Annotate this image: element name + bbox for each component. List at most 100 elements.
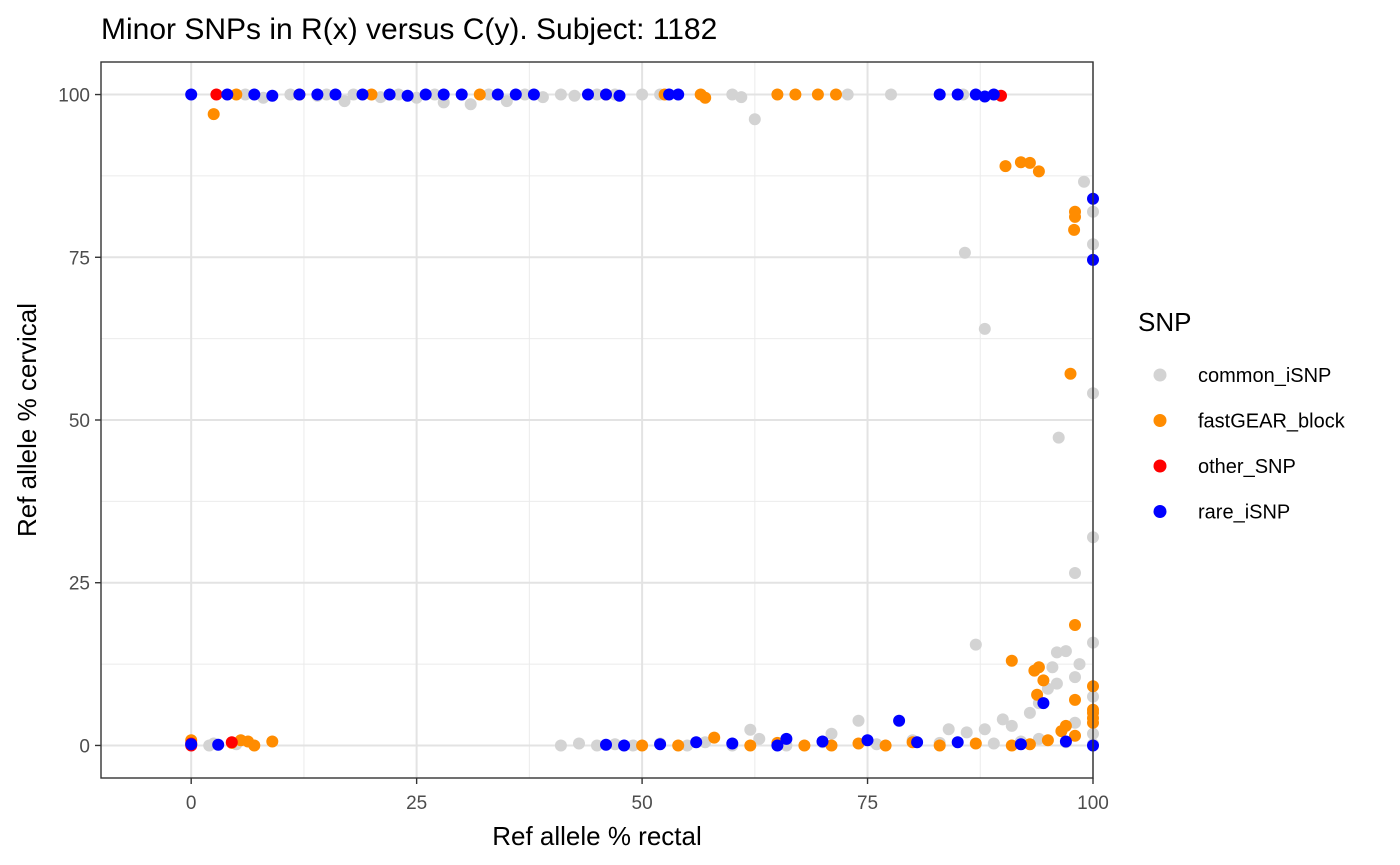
data-point xyxy=(672,739,685,752)
data-point xyxy=(518,88,531,101)
data-point xyxy=(699,736,712,749)
data-point xyxy=(239,88,252,101)
data-point xyxy=(893,714,906,727)
data-point xyxy=(410,91,423,104)
data-point xyxy=(207,108,220,121)
x-axis-title: Ref allele % rectal xyxy=(492,821,702,851)
data-point xyxy=(320,88,333,101)
data-point xyxy=(825,727,838,740)
data-point xyxy=(591,88,603,101)
data-point xyxy=(1069,210,1081,223)
data-point xyxy=(437,88,450,101)
data-point xyxy=(338,95,351,108)
data-point xyxy=(1050,646,1063,659)
data-point xyxy=(1069,729,1081,742)
data-point xyxy=(1069,619,1081,631)
data-point xyxy=(401,89,414,102)
data-point xyxy=(464,98,477,111)
data-point xyxy=(987,737,1000,750)
data-point xyxy=(978,90,991,103)
data-point xyxy=(690,736,703,749)
data-point xyxy=(1046,661,1059,674)
x-tick-label: 75 xyxy=(857,793,878,814)
data-point xyxy=(482,88,495,101)
data-point xyxy=(987,88,1000,101)
data-point xyxy=(852,714,865,727)
y-tick-label: 25 xyxy=(69,574,90,595)
data-point xyxy=(969,88,982,101)
legend-label: common_iSNP xyxy=(1198,365,1331,387)
data-point xyxy=(726,737,739,750)
data-point xyxy=(960,726,973,739)
data-point xyxy=(365,88,378,101)
data-point xyxy=(248,88,261,101)
data-point xyxy=(554,739,567,752)
data-point xyxy=(1059,735,1072,748)
legend: SNP common_iSNP fastGEAR_block other_SNPra… xyxy=(1138,307,1346,524)
data-point xyxy=(419,88,432,101)
data-point xyxy=(582,88,594,101)
data-point xyxy=(753,732,766,745)
data-point xyxy=(293,88,306,101)
data-point xyxy=(1031,688,1044,701)
data-point xyxy=(816,735,829,748)
data-point xyxy=(726,88,739,101)
data-point xyxy=(257,91,270,104)
legend-key xyxy=(1153,368,1167,382)
data-point xyxy=(870,738,883,751)
data-point xyxy=(1041,734,1054,747)
data-point xyxy=(830,88,842,101)
data-point xyxy=(266,89,279,102)
data-point xyxy=(636,739,649,752)
data-point xyxy=(1069,671,1081,684)
data-point xyxy=(1068,223,1081,236)
data-point xyxy=(951,736,964,749)
data-point xyxy=(771,739,784,752)
data-point xyxy=(933,739,946,752)
data-point xyxy=(654,738,667,751)
data-point xyxy=(825,739,838,752)
data-point xyxy=(392,88,405,101)
data-point xyxy=(969,638,982,651)
data-point xyxy=(969,737,982,750)
data-point xyxy=(672,88,685,101)
data-point xyxy=(1028,664,1041,677)
legend-key xyxy=(1153,414,1167,427)
points-layer xyxy=(185,88,1099,752)
data-point xyxy=(374,91,387,104)
data-point xyxy=(771,88,784,101)
data-point xyxy=(841,88,854,101)
data-point xyxy=(1005,719,1018,732)
series-rare_iSNP xyxy=(185,88,1099,752)
y-tick-label: 100 xyxy=(58,86,90,107)
legend-key xyxy=(1153,505,1167,518)
data-point xyxy=(527,88,540,101)
data-point xyxy=(999,160,1012,173)
data-point xyxy=(1059,645,1072,658)
legend-label: fastGEAR_block xyxy=(1198,411,1346,433)
data-point xyxy=(978,322,991,335)
data-point xyxy=(1055,725,1068,738)
y-tick-label: 75 xyxy=(69,248,90,269)
data-point xyxy=(500,95,513,108)
data-point xyxy=(744,739,757,752)
x-tick-label: 25 xyxy=(406,793,427,814)
legend-label: other_SNP xyxy=(1198,456,1296,478)
data-point xyxy=(185,88,198,101)
data-point xyxy=(185,738,198,751)
data-point xyxy=(568,89,581,102)
data-point xyxy=(1032,732,1045,745)
y-tick-label: 50 xyxy=(69,411,90,432)
data-point xyxy=(748,113,761,126)
y-axis-title: Ref allele % cervical xyxy=(12,303,42,537)
data-point xyxy=(600,88,612,101)
data-point xyxy=(933,88,946,101)
data-point xyxy=(663,88,676,101)
data-point xyxy=(879,739,892,752)
data-point xyxy=(636,88,649,101)
x-tick-label: 0 xyxy=(186,793,197,814)
data-point xyxy=(1023,738,1036,751)
data-point xyxy=(852,737,865,750)
data-point xyxy=(600,738,612,751)
